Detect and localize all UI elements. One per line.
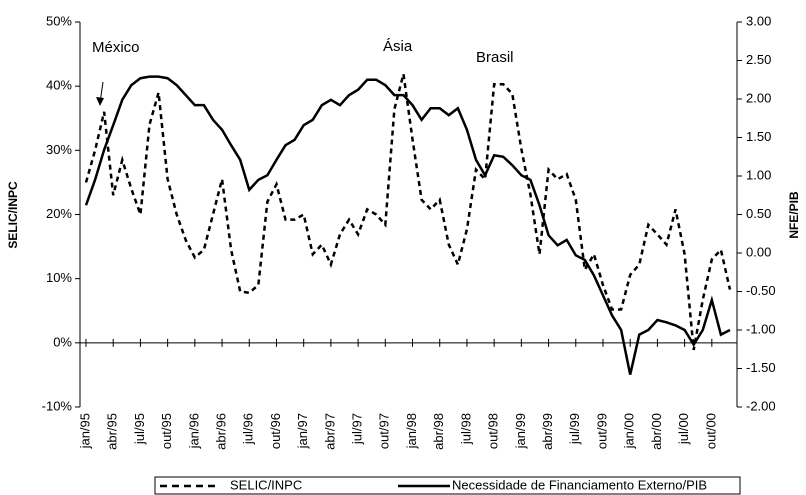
y-tick-label: 30% — [46, 142, 72, 157]
x-tick-label: jul/97 — [350, 413, 365, 445]
y-tick-label: 50% — [46, 13, 72, 28]
y2-tick-label: -2.00 — [746, 398, 776, 413]
legend-box — [154, 476, 741, 495]
x-tick-label: abr/98 — [431, 413, 446, 450]
x-tick-label: jul/95 — [132, 413, 147, 445]
y2-tick-label: 1.00 — [746, 167, 771, 182]
x-tick-label: out/95 — [159, 413, 174, 449]
x-tick-label: out/99 — [594, 413, 609, 449]
x-tick-label: out/98 — [486, 413, 501, 449]
x-tick-label: jan/99 — [513, 413, 528, 449]
x-tick-label: jan/95 — [77, 413, 92, 449]
y2-tick-label: -1.00 — [746, 321, 776, 336]
y2-tick-label: 1.50 — [746, 129, 771, 144]
y2-tick-label: 2.00 — [746, 90, 771, 105]
annotation-arrowhead — [96, 97, 104, 106]
legend-label: SELIC/INPC — [230, 477, 302, 492]
y-tick-label: -10% — [42, 398, 73, 413]
x-tick-label: abr/95 — [105, 413, 120, 450]
y2-tick-label: 0.00 — [746, 244, 771, 259]
annotation: Ásia — [383, 38, 413, 55]
x-tick-label: jul/00 — [676, 413, 691, 445]
y-tick-label: 0% — [53, 334, 72, 349]
x-tick-label: jan/00 — [622, 413, 637, 449]
y2-axis-label: NFE/PIB — [787, 191, 801, 239]
x-tick-label: out/97 — [377, 413, 392, 449]
x-tick-label: abr/00 — [649, 413, 664, 450]
line-series — [84, 75, 731, 375]
x-tick-label: jul/98 — [458, 413, 473, 445]
x-tick-label: jan/96 — [186, 413, 201, 449]
annotation: México — [92, 39, 140, 56]
y2-tick-label: 2.50 — [746, 52, 771, 67]
y-axis-label: SELIC/INPC — [6, 181, 20, 249]
y-tick-label: 10% — [46, 270, 72, 285]
annotation: Brasil — [476, 49, 514, 66]
x-tick-label: jul/96 — [241, 413, 256, 445]
x-tick-label: abr/99 — [540, 413, 555, 450]
x-tick-label: jan/97 — [295, 413, 310, 449]
y2-tick-label: 3.00 — [746, 13, 771, 28]
x-tick-label: out/96 — [268, 413, 283, 449]
x-tick-label: jan/98 — [404, 413, 419, 449]
y2-tick-label: 0.50 — [746, 206, 771, 221]
y2-tick-label: -0.50 — [746, 283, 776, 298]
y-tick-label: 20% — [46, 206, 72, 221]
legend-label: Necessidade de Financiamento Externo/PIB — [452, 477, 707, 492]
x-tick-label: abr/97 — [322, 413, 337, 450]
x-tick-label: abr/96 — [213, 413, 228, 450]
y2-tick-label: -1.50 — [746, 360, 776, 375]
x-tick-label: out/00 — [703, 413, 718, 449]
y-tick-label: 40% — [46, 78, 72, 93]
x-tick-label: jul/99 — [567, 413, 582, 445]
line-series — [84, 73, 732, 351]
